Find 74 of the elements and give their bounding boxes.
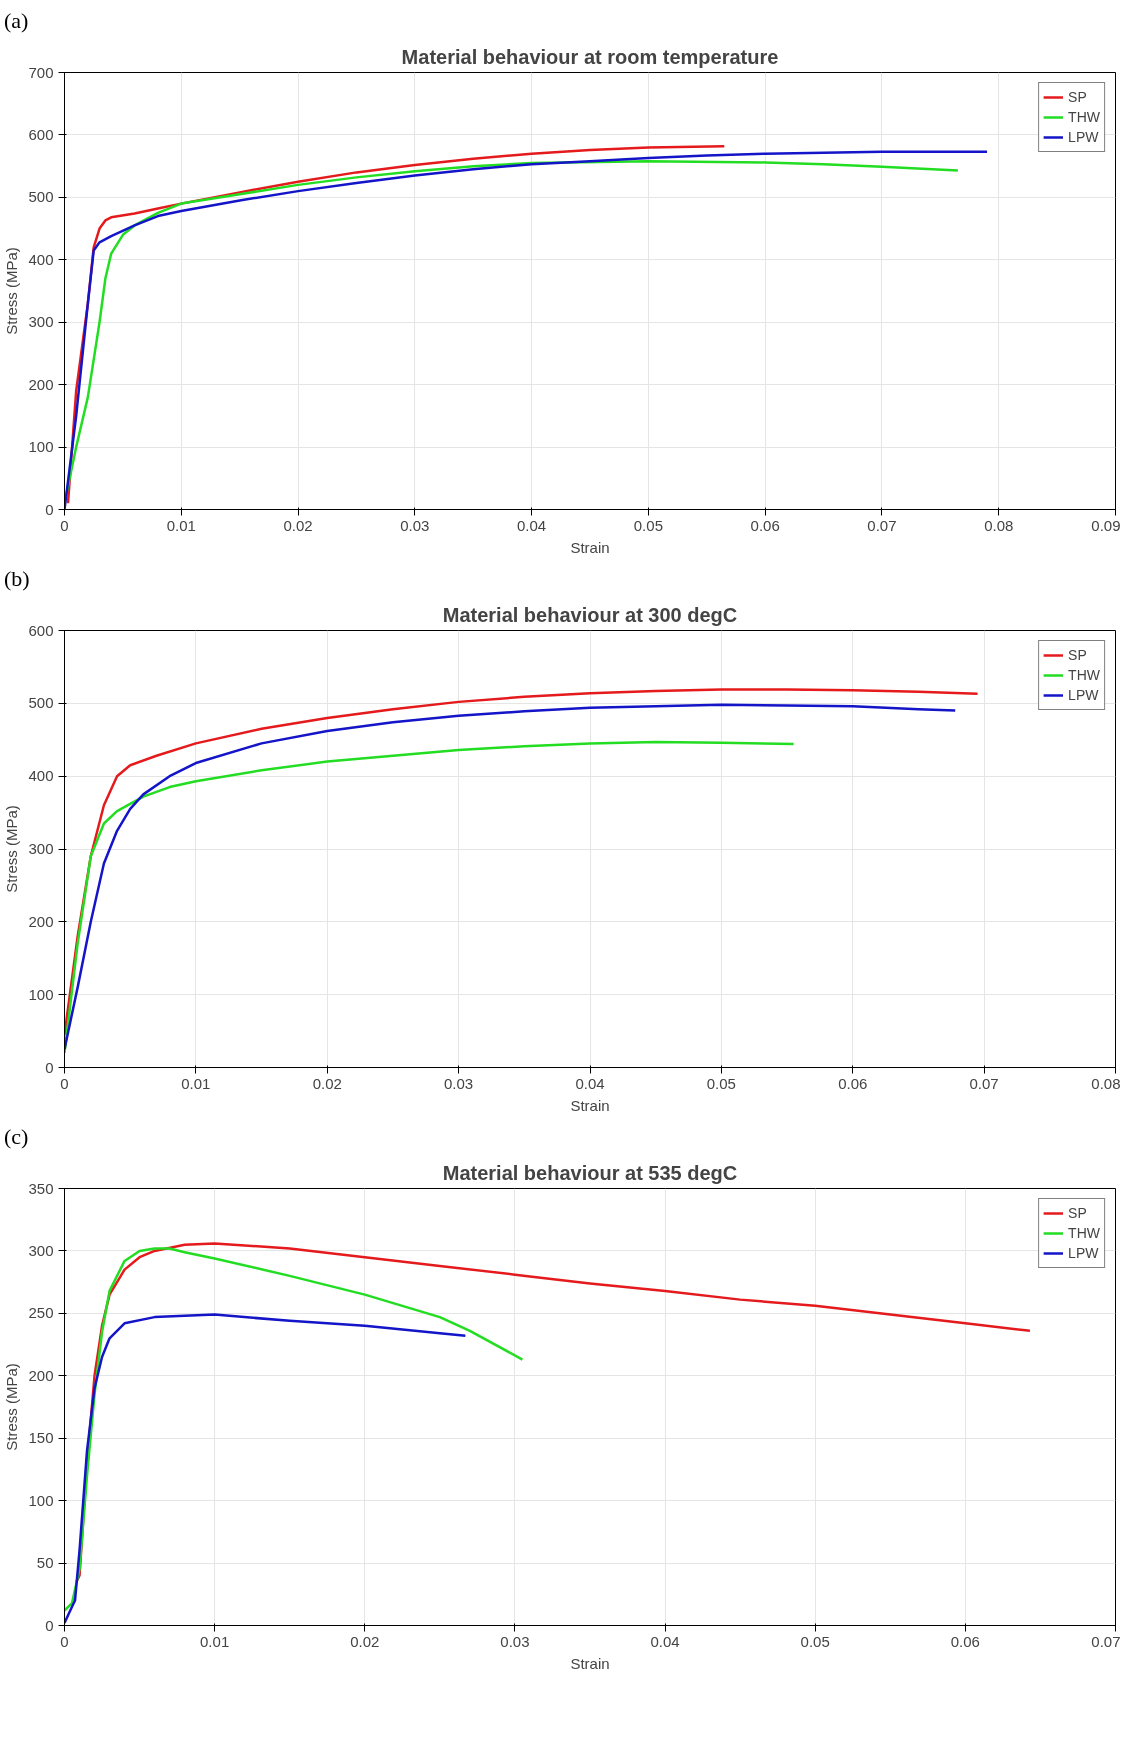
- legend-label: SP: [1068, 1205, 1088, 1221]
- x-axis-title: Strain: [570, 538, 610, 556]
- x-tick-label: 0.07: [1091, 1632, 1121, 1650]
- x-tick-label: 0.01: [181, 1074, 211, 1092]
- y-tick-label: 350: [28, 1179, 54, 1197]
- x-tick-label: 0.04: [517, 516, 547, 534]
- y-tick-label: 200: [28, 912, 54, 930]
- x-tick-label: 0.05: [633, 516, 663, 534]
- text: (c): [4, 1123, 29, 1151]
- x-tick-label: 0.02: [283, 516, 313, 534]
- y-tick-label: 500: [28, 188, 54, 206]
- y-tick-label: 0: [45, 1058, 54, 1076]
- x-tick-label: 0.07: [969, 1074, 999, 1092]
- y-tick-label: 600: [28, 621, 54, 639]
- line-series: [64, 1313, 467, 1625]
- x-axis-title: Strain: [570, 1654, 610, 1672]
- legend-label: SP: [1068, 89, 1088, 105]
- y-tick-label: 0: [45, 1616, 54, 1634]
- y-axis-title: Stress (MPa): [3, 1363, 21, 1451]
- y-tick-label: 100: [28, 1491, 54, 1509]
- line-series: [64, 1247, 524, 1612]
- x-tick-label: 0: [60, 1074, 69, 1092]
- y-tick-label: 300: [28, 840, 54, 857]
- x-tick-label: 0.04: [575, 1074, 605, 1092]
- x-tick-label: 0.09: [1091, 516, 1121, 534]
- x-tick-label: 0: [60, 516, 69, 534]
- x-tick-label: 0.01: [166, 516, 196, 534]
- line-series: [64, 740, 795, 1055]
- legend-label: THW: [1068, 667, 1100, 683]
- y-axis-title: Stress (MPa): [3, 805, 21, 893]
- y-tick-label: 600: [28, 125, 54, 143]
- x-tick-label: 0.03: [500, 1632, 530, 1650]
- y-tick-label: 200: [28, 375, 54, 393]
- y-tick-label: 300: [28, 313, 54, 331]
- x-tick-label: 0.07: [867, 516, 897, 534]
- y-tick-label: 200: [28, 1366, 54, 1384]
- x-tick-label: 0.08: [1091, 1074, 1121, 1092]
- y-tick-label: 400: [28, 250, 54, 268]
- x-tick-label: 0.08: [984, 516, 1014, 534]
- legend-label: LPW: [1068, 687, 1099, 703]
- x-tick-label: 0.03: [444, 1074, 474, 1092]
- x-tick-label: 0.02: [312, 1074, 342, 1092]
- x-axis-title: Strain: [570, 1096, 610, 1114]
- legend-label: THW: [1068, 109, 1100, 125]
- y-tick-label: 100: [28, 438, 54, 456]
- chart-title: Material behaviour at room temperature: [401, 45, 779, 68]
- legend-label: SP: [1068, 647, 1088, 663]
- x-tick-label: 0.06: [838, 1074, 868, 1092]
- y-tick-label: 150: [28, 1429, 54, 1447]
- y-tick-label: 250: [28, 1304, 54, 1322]
- y-tick-label: 50: [36, 1554, 54, 1572]
- x-tick-label: 0.03: [400, 516, 430, 534]
- chart-title: Material behaviour at 535 degC: [442, 1161, 738, 1184]
- x-tick-label: 0.02: [350, 1632, 380, 1650]
- x-tick-label: 0.05: [706, 1074, 736, 1092]
- y-tick-label: 400: [28, 767, 54, 785]
- text: (b): [4, 565, 30, 593]
- y-tick-label: 500: [28, 694, 54, 712]
- y-tick-label: 0: [45, 500, 54, 518]
- y-tick-label: 100: [28, 985, 54, 1003]
- x-tick-label: 0.06: [750, 516, 780, 534]
- x-tick-label: 0.04: [650, 1632, 680, 1650]
- y-tick-label: 700: [28, 63, 54, 81]
- x-tick-label: 0.05: [800, 1632, 830, 1650]
- text: (a): [4, 7, 29, 35]
- x-tick-label: 0.01: [200, 1632, 230, 1650]
- chart-title: Material behaviour at 300 degC: [442, 603, 738, 626]
- legend-label: LPW: [1068, 1245, 1099, 1261]
- x-tick-label: 0: [60, 1632, 69, 1650]
- legend-label: LPW: [1068, 129, 1099, 145]
- x-tick-label: 0.06: [950, 1632, 980, 1650]
- y-axis-title: Stress (MPa): [3, 247, 21, 335]
- legend-label: THW: [1068, 1225, 1100, 1241]
- y-tick-label: 300: [28, 1241, 54, 1259]
